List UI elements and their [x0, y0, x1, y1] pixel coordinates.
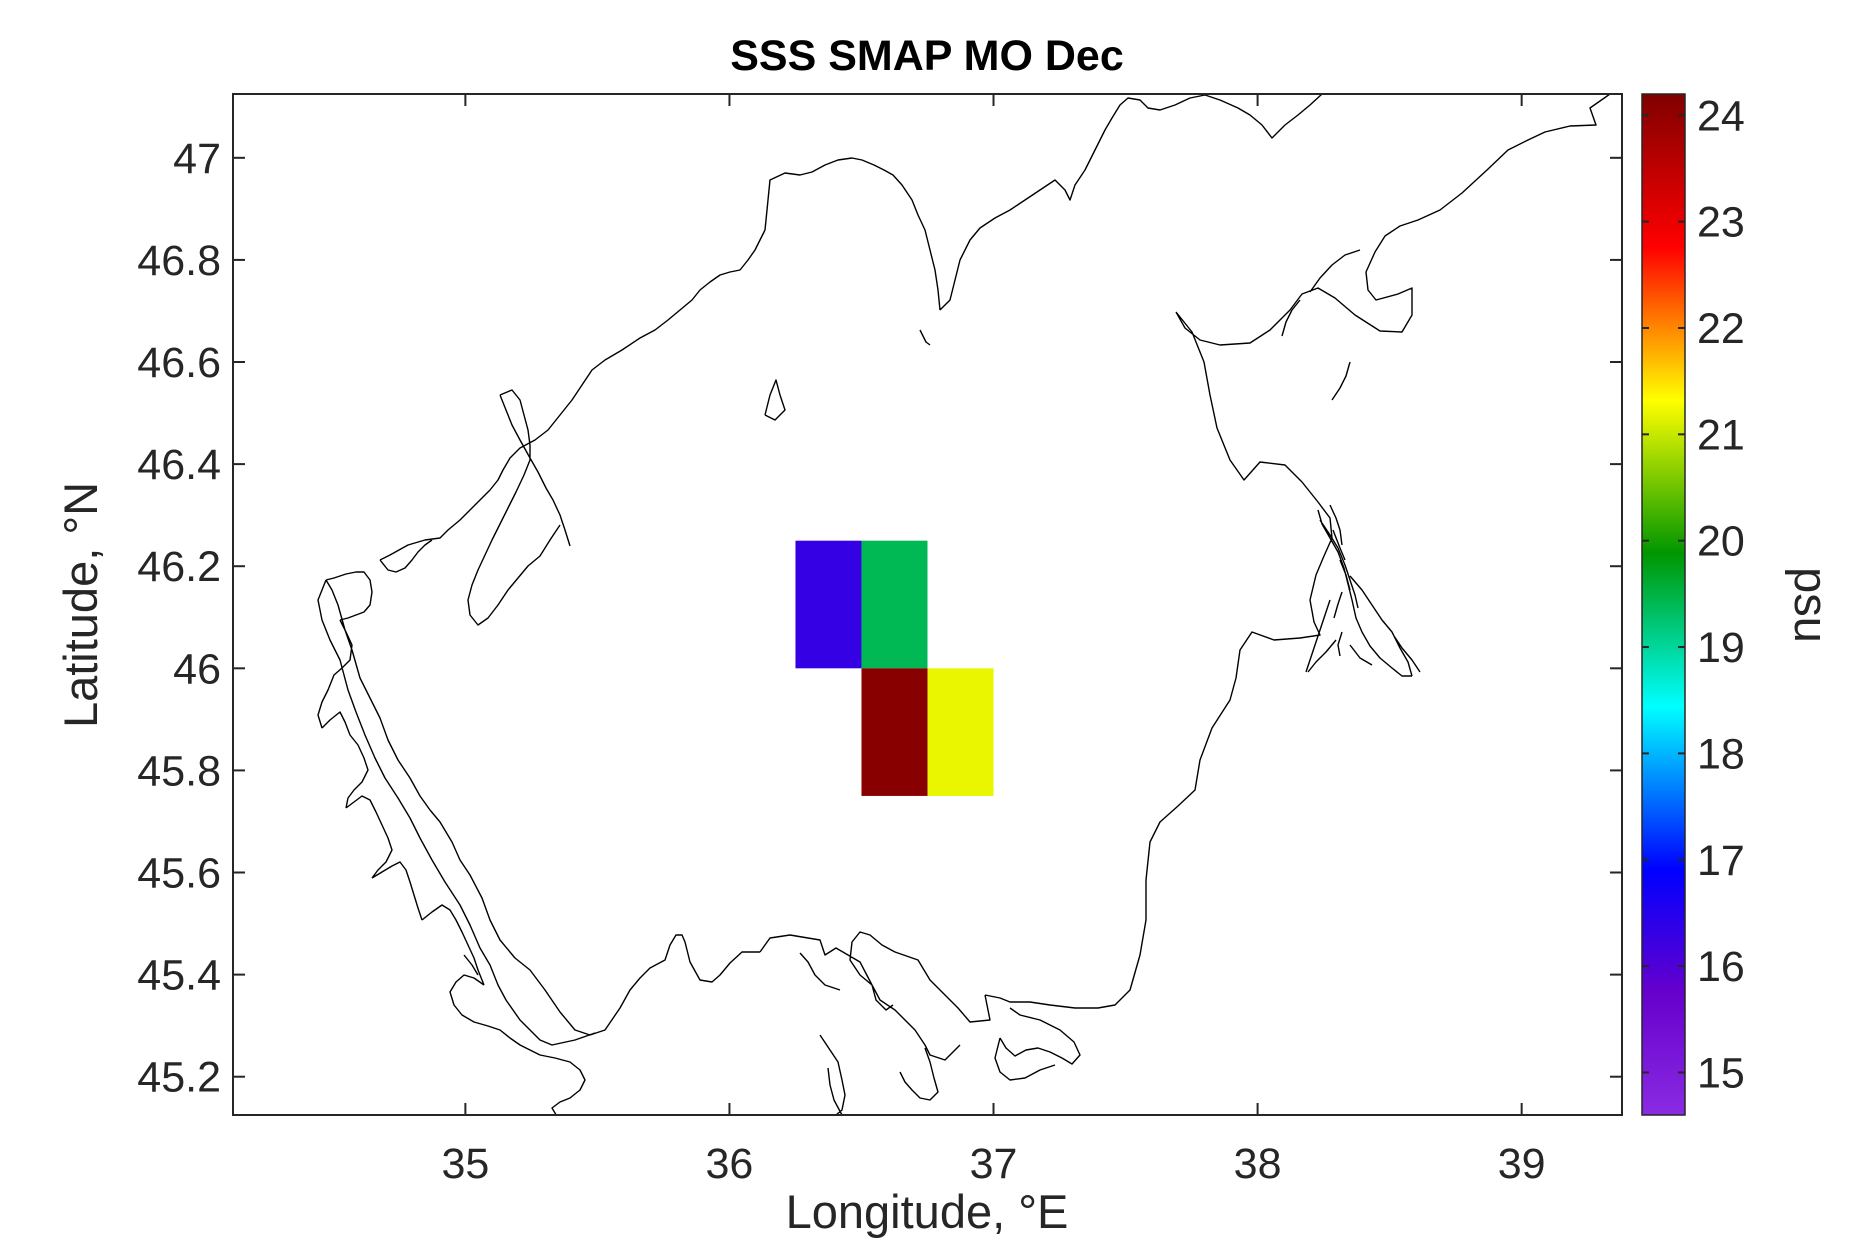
- colorbar-ticks: 15 16 17 18 19 20 21 22 23 24: [1642, 92, 1745, 1097]
- y-tick-label: 46.2: [137, 543, 221, 591]
- colorbar-tick-label: 15: [1697, 1049, 1745, 1097]
- colorbar-tick-label: 19: [1697, 624, 1745, 672]
- x-tick-label: 37: [970, 1140, 1018, 1188]
- x-tick-label: 35: [441, 1140, 489, 1188]
- salinity-cell-3: [861, 668, 928, 796]
- colorbar-tick-label: 22: [1697, 305, 1745, 353]
- y-tick-label: 45.2: [137, 1054, 221, 1102]
- x-tick-label: 39: [1498, 1140, 1546, 1188]
- colorbar-tick-label: 20: [1697, 518, 1745, 566]
- salinity-cells: [795, 540, 994, 796]
- colorbar-tick-label: 16: [1697, 943, 1745, 991]
- colorbar: [1641, 93, 1686, 1116]
- y-axis-label: Latitude, °N: [54, 482, 107, 728]
- chart-title: SSS SMAP MO Dec: [730, 32, 1124, 80]
- x-tick-label: 36: [706, 1140, 754, 1188]
- y-tick-label: 46: [173, 645, 221, 693]
- y-tick-label: 45.4: [137, 952, 221, 1000]
- colorbar-label: psu: [1785, 567, 1838, 643]
- colorbar-tick-label: 23: [1697, 199, 1745, 247]
- plot-area-frame: [232, 93, 1623, 1116]
- y-tick-label: 47: [173, 135, 221, 183]
- coastline: [317, 94, 1611, 1115]
- y-tick-label: 46.6: [137, 339, 221, 387]
- y-tick-label: 45.8: [137, 747, 221, 795]
- colorbar-tick-label: 21: [1697, 411, 1745, 459]
- salinity-cell-2: [861, 540, 928, 669]
- salinity-cell-4: [927, 668, 994, 796]
- x-axis-ticks: 35 36 37 38 39: [441, 94, 1546, 1188]
- x-tick-label: 38: [1234, 1140, 1282, 1188]
- colorbar-tick-label: 17: [1697, 837, 1745, 885]
- y-tick-label: 46.8: [137, 237, 221, 285]
- coastline-main: [317, 94, 1611, 1115]
- colorbar-tick-label: 18: [1697, 730, 1745, 778]
- salinity-cell-1: [795, 540, 862, 669]
- y-tick-label: 45.6: [137, 850, 221, 898]
- y-axis-ticks: 45.2 45.4 45.6 45.8 46 46.2 46.4 46.6 46.8 47: [137, 135, 1622, 1102]
- colorbar-tick-label: 24: [1697, 92, 1745, 140]
- y-tick-label: 46.4: [137, 441, 221, 489]
- x-axis-label: Longitude, °E: [786, 1185, 1069, 1238]
